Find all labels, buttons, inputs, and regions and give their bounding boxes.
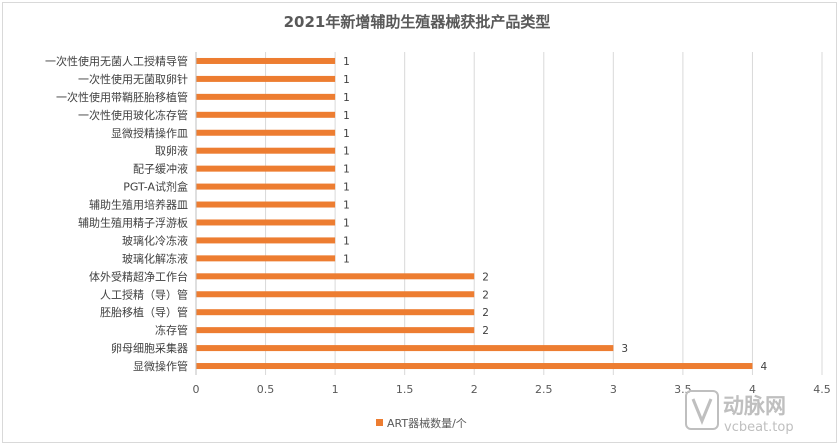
- bar: [196, 327, 475, 334]
- category-axis: 一次性使用无菌人工授精导管一次性使用无菌取卵针一次性使用带鞘胚胎移植管一次性使用…: [45, 52, 197, 375]
- data-label: 1: [343, 92, 350, 104]
- watermark: 动脉网 vcbeat.top: [685, 390, 794, 435]
- category-label: 冻存管: [155, 323, 188, 337]
- bar: [196, 291, 475, 298]
- category-label: PGT-A试剂盒: [123, 180, 188, 194]
- bar: [196, 111, 336, 118]
- data-label: 1: [343, 74, 350, 86]
- data-label: 2: [482, 289, 489, 301]
- x-tick-label: 0.5: [257, 383, 275, 396]
- bar: [196, 75, 336, 82]
- x-tick-label: 3.5: [674, 383, 692, 396]
- category-label: 体外受精超净工作台: [89, 269, 188, 283]
- category-label: 人工授精（导）管: [100, 287, 188, 301]
- category-label: 显微操作管: [133, 359, 188, 373]
- chart-svg: 2021年新增辅助生殖器械获批产品类型 1 1 1 1 1 1 1 1 1 1 1 1 2 2 2 2 3 4 一…: [45, 13, 831, 435]
- data-label: 1: [343, 253, 350, 265]
- bar: [196, 219, 336, 226]
- category-label: 辅助生殖用精子浮游板: [78, 215, 188, 229]
- value-axis: 0 0.5 1 1.5 2 2.5 3 3.5 4 4.5: [193, 383, 831, 396]
- bar: [196, 165, 336, 172]
- data-label: 1: [343, 217, 350, 229]
- legend-swatch: [376, 419, 383, 426]
- data-label: 1: [343, 235, 350, 247]
- x-tick-label: 2.5: [535, 383, 553, 396]
- data-label: 2: [482, 325, 489, 337]
- category-label: 一次性使用无菌取卵针: [78, 72, 188, 86]
- data-label: 1: [343, 110, 350, 122]
- bar: [196, 183, 336, 190]
- bar: [196, 255, 336, 262]
- x-tick-label: 4.5: [813, 383, 831, 396]
- data-label: 2: [482, 307, 489, 319]
- bar: [196, 93, 336, 100]
- x-tick-label: 2: [471, 383, 478, 396]
- x-tick-label: 0: [193, 383, 200, 396]
- category-label: 一次性使用无菌人工授精导管: [45, 54, 188, 68]
- chart-title: 2021年新增辅助生殖器械获批产品类型: [284, 13, 551, 31]
- x-tick-label: 1: [332, 383, 339, 396]
- bar: [196, 273, 475, 280]
- legend: ART器械数量/个: [376, 416, 467, 430]
- data-label: 1: [343, 56, 350, 68]
- brand-logo-icon: [685, 390, 719, 430]
- data-label: 1: [343, 182, 350, 194]
- legend-label: ART器械数量/个: [387, 416, 467, 430]
- bar: [196, 237, 336, 244]
- x-tick-label: 4: [749, 383, 756, 396]
- category-label: 卵母细胞采集器: [111, 341, 188, 355]
- data-label: 1: [343, 146, 350, 158]
- bar: [196, 201, 336, 208]
- bar: [196, 129, 336, 136]
- data-label: 4: [760, 361, 767, 373]
- category-label: 显微授精操作皿: [111, 126, 188, 140]
- category-label: 玻璃化解冻液: [122, 251, 188, 265]
- category-label: 一次性使用玻化冻存管: [78, 108, 188, 122]
- data-label: 2: [482, 271, 489, 283]
- x-tick-label: 3: [610, 383, 617, 396]
- x-tick-label: 1.5: [396, 383, 414, 396]
- category-label: 辅助生殖用培养器皿: [89, 198, 188, 212]
- category-label: 取卵液: [155, 144, 188, 158]
- watermark-brand: 动脉网: [723, 394, 786, 418]
- data-label: 1: [343, 164, 350, 176]
- category-label: 玻璃化冷冻液: [122, 233, 188, 247]
- category-label: 胚胎移植（导）管: [100, 305, 188, 319]
- gridlines: [195, 52, 823, 375]
- category-label: 一次性使用带鞘胚胎移植管: [56, 90, 188, 104]
- category-label: 配子缓冲液: [133, 162, 188, 176]
- bar: [196, 57, 336, 64]
- bar: [196, 345, 614, 352]
- bars: 1 1 1 1 1 1 1 1 1 1 1 1 2 2 2 2 3 4: [196, 56, 767, 373]
- data-label: 3: [621, 343, 628, 355]
- watermark-url: vcbeat.top: [724, 420, 794, 435]
- data-label: 1: [343, 128, 350, 140]
- bar: [196, 147, 336, 154]
- bar: [196, 309, 475, 316]
- data-label: 1: [343, 200, 350, 212]
- bar: [196, 363, 753, 370]
